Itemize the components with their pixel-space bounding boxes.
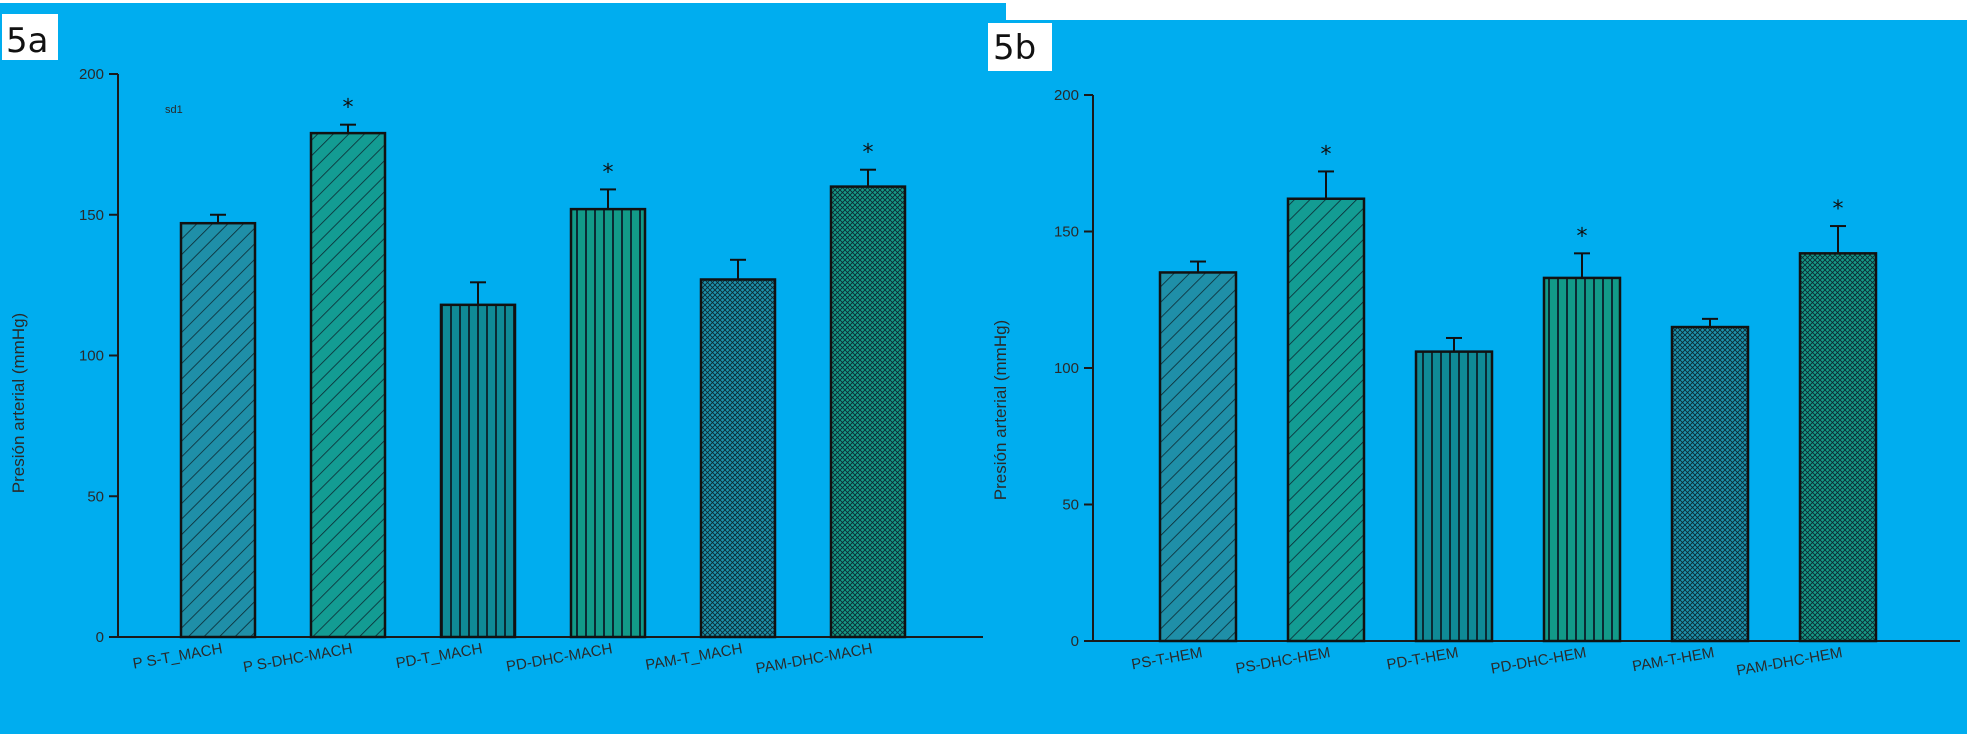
panel-5a-tag-box — [2, 14, 58, 60]
panel-5b-tag-box — [988, 23, 1052, 71]
bar — [1544, 277, 1620, 641]
panel-5a-y-axis-label: Presión arterial (mmHg) — [9, 313, 28, 493]
bar — [1160, 272, 1236, 641]
panel-5b-tag: 5b — [993, 28, 1036, 68]
bar — [441, 304, 515, 637]
bar — [1800, 253, 1876, 641]
y-tick-label: 0 — [1071, 633, 1079, 650]
panel-5a-corner-note: sd1 — [165, 104, 183, 116]
bar — [181, 223, 255, 637]
significance-marker: * — [863, 141, 874, 166]
significance-marker: * — [343, 96, 354, 121]
bar — [831, 186, 905, 637]
y-tick-label: 50 — [1062, 497, 1079, 514]
y-tick-label: 200 — [1054, 87, 1079, 104]
y-tick-label: 100 — [1054, 360, 1079, 377]
chart-panel-5b: 5b Presión arterial (mmHg) 050100150200P… — [983, 20, 1967, 734]
bar — [1672, 327, 1748, 641]
y-tick-label: 200 — [79, 66, 104, 83]
significance-marker: * — [1321, 142, 1332, 167]
bar — [1416, 351, 1492, 641]
y-tick-label: 50 — [87, 488, 104, 505]
significance-marker: * — [603, 160, 614, 185]
panel-5b-y-axis-label: Presión arterial (mmHg) — [991, 320, 1010, 500]
bar — [1288, 198, 1364, 642]
significance-marker: * — [1577, 224, 1588, 249]
significance-marker: * — [1833, 197, 1844, 222]
bar — [701, 279, 775, 637]
y-tick-label: 150 — [1054, 224, 1079, 241]
chart-panel-5a: 5a sd1 Presión arterial (mmHg) 0 50 100 150… — [0, 3, 1006, 734]
y-tick-label: 100 — [79, 348, 104, 365]
panel-5a-tag: 5a — [6, 21, 48, 61]
y-tick-label: 0 — [96, 629, 104, 646]
y-tick-label: 150 — [79, 207, 104, 224]
bar — [571, 209, 645, 637]
bar — [311, 133, 385, 638]
